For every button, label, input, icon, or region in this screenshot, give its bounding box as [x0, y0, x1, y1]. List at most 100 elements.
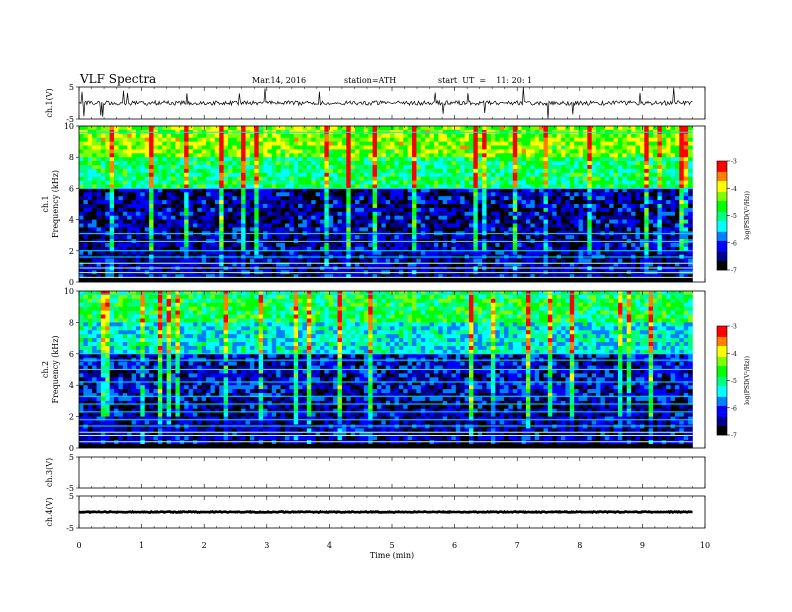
spectrogram-cell	[333, 259, 338, 263]
spectrogram-cell	[666, 251, 671, 255]
spectrogram-cell	[482, 227, 487, 231]
spectrogram-cell	[600, 216, 605, 220]
spectrogram-cell	[184, 259, 189, 263]
spectrogram-cell	[487, 204, 492, 208]
spectrogram-cell	[539, 259, 544, 263]
spectrogram-cell	[377, 259, 382, 263]
spectrogram-cell	[460, 142, 465, 146]
spectrogram-cell	[631, 153, 636, 157]
spectrogram-cell	[579, 142, 584, 146]
spectrogram-cell	[408, 177, 413, 181]
spectrogram-cell	[83, 126, 88, 130]
spectrogram-cell	[469, 126, 474, 130]
spectrogram-cell	[272, 161, 277, 165]
spectrogram-cell	[631, 212, 636, 216]
spectrogram-cell	[657, 188, 662, 192]
spectrogram-cell	[285, 157, 290, 161]
spectrogram-cell	[97, 212, 102, 216]
spectrogram-cell	[259, 259, 264, 263]
spectrogram-cell	[377, 251, 382, 255]
spectrogram-cell	[206, 188, 211, 192]
spectrogram-cell	[649, 126, 654, 130]
spectrogram-cell	[478, 243, 483, 247]
spectrogram-cell	[381, 153, 386, 157]
spectrogram-cell	[381, 196, 386, 200]
spectrogram-cell	[316, 165, 321, 169]
spectrogram-cell	[241, 227, 246, 231]
spectrogram-cell	[259, 208, 264, 212]
spectrogram-cell	[408, 235, 413, 239]
spectrogram-cell	[614, 235, 619, 239]
spectrogram-cell	[416, 153, 421, 157]
spectrogram-cell	[118, 153, 123, 157]
spectrogram-cell	[539, 200, 544, 204]
spectrogram-cell	[302, 138, 307, 142]
spectrogram-cell	[579, 204, 584, 208]
spectrogram-cell	[180, 212, 185, 216]
spectrogram-cell	[465, 243, 470, 247]
spectrogram-cell	[250, 134, 255, 138]
spectrogram-cell	[636, 149, 641, 153]
spectrogram-cell	[215, 157, 220, 161]
spectrogram-cell	[552, 165, 557, 169]
spectrogram-cell	[587, 134, 592, 138]
spectrogram-cell	[281, 251, 286, 255]
spectrogram-cell	[526, 251, 531, 255]
spectrogram-cell	[491, 138, 496, 142]
spectrogram-cell	[526, 235, 531, 239]
spectrogram-cell	[416, 161, 421, 165]
spectrogram-cell	[526, 173, 531, 177]
spectrogram-cell	[285, 173, 290, 177]
spectrogram-cell	[657, 200, 662, 204]
spectrogram-cell	[364, 220, 369, 224]
spectrogram-cell	[123, 235, 128, 239]
spectrogram-cell	[600, 146, 605, 150]
spectrogram-cell	[302, 227, 307, 231]
spectrogram-cell	[535, 220, 540, 224]
spectrogram-cell	[574, 157, 579, 161]
spectrogram-cell	[302, 208, 307, 212]
spectrogram-cell	[88, 243, 93, 247]
spectrogram-cell	[469, 200, 474, 204]
spectrogram-cell	[171, 251, 176, 255]
spectrogram-cell	[443, 208, 448, 212]
spectrogram-cell	[666, 243, 671, 247]
spectrogram-cell	[631, 142, 636, 146]
spectrogram-cell	[193, 169, 198, 173]
spectrogram-cell	[132, 146, 137, 150]
spectrogram-cell	[605, 181, 610, 185]
spectrogram-cell	[609, 173, 614, 177]
spectrogram-cell	[622, 161, 627, 165]
spectrogram-cell	[583, 208, 588, 212]
spectrogram-cell	[605, 220, 610, 224]
spectrogram-cell	[219, 235, 224, 239]
spectrogram-cell	[399, 134, 404, 138]
spectrogram-cell	[557, 212, 562, 216]
spectrogram-cell	[688, 153, 693, 157]
spectrogram-cell	[478, 134, 483, 138]
spectrogram-cell	[298, 161, 303, 165]
spectrogram-cell	[237, 142, 242, 146]
spectrogram-cell	[105, 161, 110, 165]
spectrogram-cell	[539, 192, 544, 196]
spectrogram-cell	[83, 173, 88, 177]
spectrogram-cell	[254, 142, 259, 146]
spectrogram-cell	[215, 243, 220, 247]
spectrogram-cell	[101, 216, 106, 220]
spectrogram-cell	[504, 227, 509, 231]
spectrogram-cell	[210, 149, 215, 153]
spectrogram-cell	[298, 251, 303, 255]
spectrogram-cell	[557, 157, 562, 161]
spectrogram-cell	[592, 134, 597, 138]
spectrogram-cell	[430, 142, 435, 146]
spectrogram-cell	[504, 157, 509, 161]
spectrogram-cell	[684, 146, 689, 150]
spectrogram-cell	[649, 251, 654, 255]
spectrogram-cell	[342, 161, 347, 165]
spectrogram-cell	[535, 157, 540, 161]
spectrogram-cell	[386, 216, 391, 220]
spectrogram-cell	[329, 161, 334, 165]
spectrogram-cell	[127, 149, 132, 153]
spectrogram-cell	[430, 251, 435, 255]
spectrogram-cell	[184, 192, 189, 196]
